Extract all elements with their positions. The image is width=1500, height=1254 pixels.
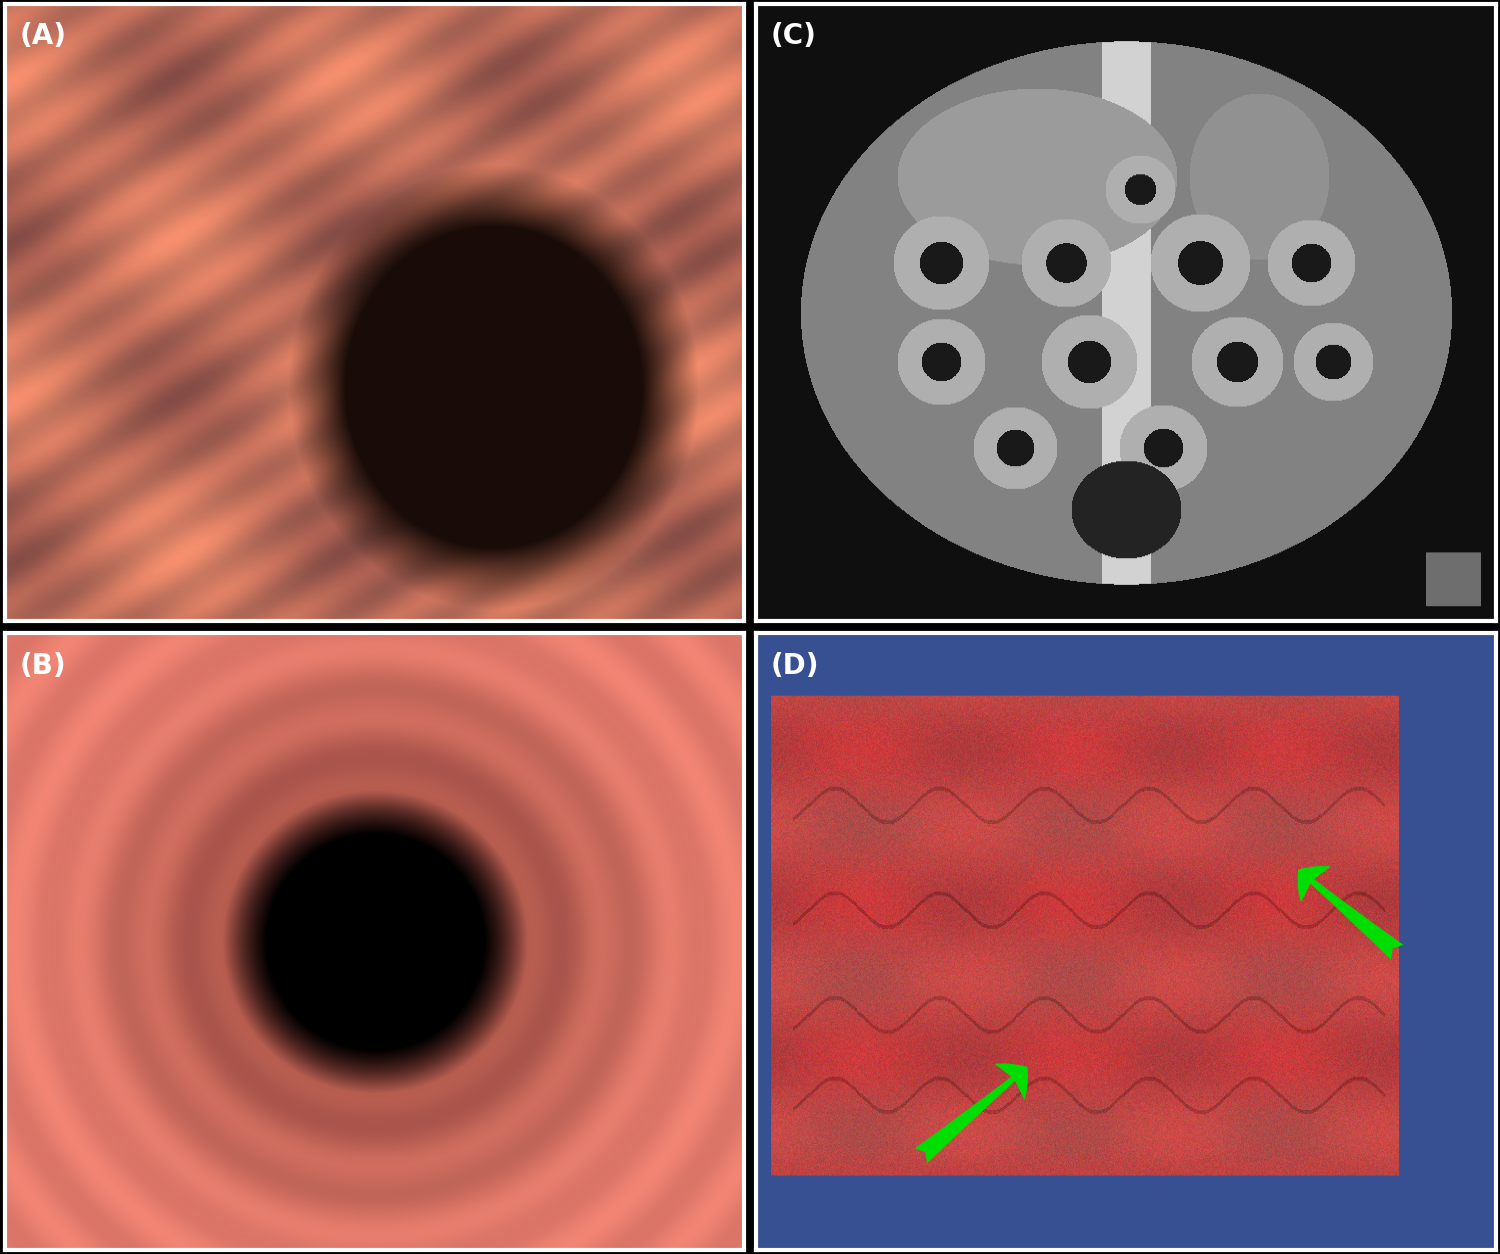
Text: (C): (C) (771, 23, 816, 50)
Text: (D): (D) (771, 652, 819, 680)
Text: (B): (B) (20, 652, 66, 680)
Text: (A): (A) (20, 23, 66, 50)
